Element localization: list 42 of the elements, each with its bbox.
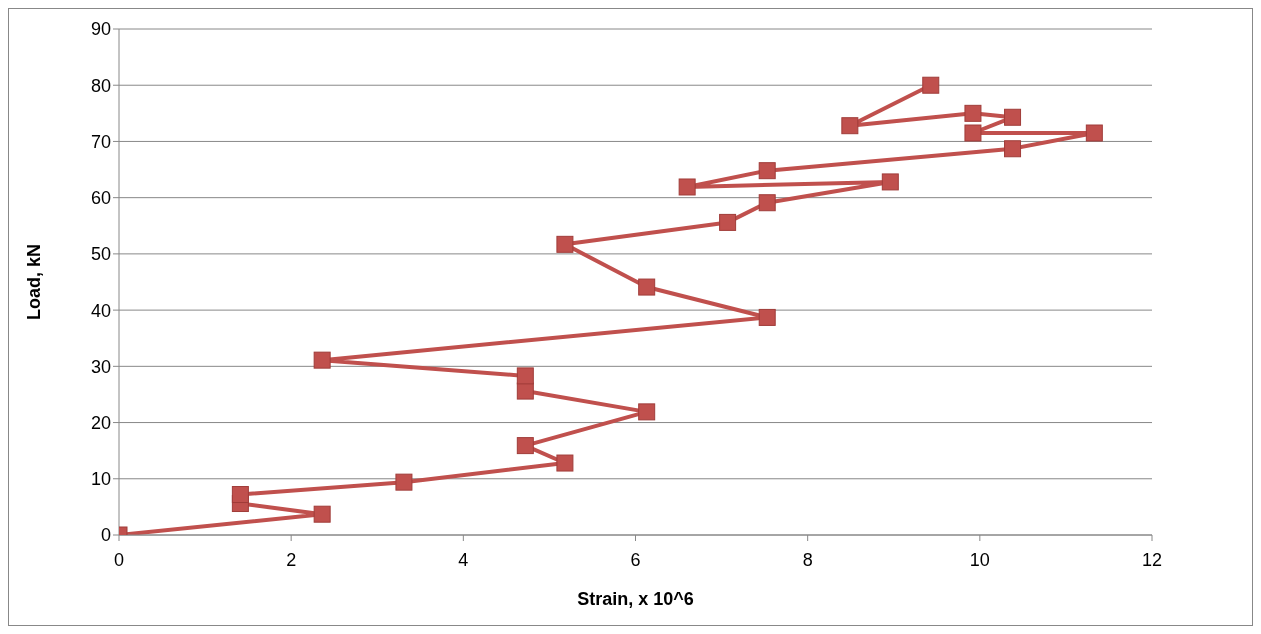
x-tick-label: 4 [458, 549, 469, 570]
point [922, 76, 940, 94]
point [556, 454, 574, 472]
point [758, 162, 776, 180]
point [758, 194, 776, 212]
y-tick-label: 20 [90, 412, 111, 433]
x-tick-label: 0 [113, 549, 125, 570]
point [1085, 124, 1103, 142]
x-tick-label: 10 [969, 549, 990, 570]
point [1004, 108, 1022, 126]
point [395, 473, 413, 491]
point [516, 367, 534, 385]
y-tick-label: 0 [100, 525, 111, 546]
point [719, 213, 737, 231]
y-tick-label: 90 [90, 19, 111, 40]
x-tick-label: 2 [286, 549, 297, 570]
point [231, 486, 249, 504]
x-tick-label: 12 [1141, 549, 1163, 570]
point [556, 235, 574, 253]
y-axis-title: Load, kN [24, 243, 45, 321]
point [638, 278, 656, 296]
point [881, 173, 899, 191]
point [638, 403, 656, 421]
point [313, 505, 331, 523]
point [964, 104, 982, 122]
y-tick-label: 30 [90, 356, 111, 377]
x-axis-title: Strain, x 10^6 [577, 589, 694, 609]
point [758, 308, 776, 326]
y-tick-label: 50 [90, 244, 111, 265]
point [678, 178, 696, 196]
point [841, 117, 859, 135]
y-tick-label: 70 [90, 131, 111, 152]
point [964, 124, 982, 142]
point [516, 437, 534, 455]
x-tick-label: 8 [802, 549, 813, 570]
y-tick-label: 80 [90, 75, 111, 96]
point [313, 351, 331, 369]
x-tick-label: 6 [630, 549, 641, 570]
y-tick-label: 60 [90, 188, 111, 209]
y-tick-label: 10 [90, 469, 111, 490]
y-tick-label: 40 [90, 300, 111, 321]
point [1004, 140, 1022, 158]
